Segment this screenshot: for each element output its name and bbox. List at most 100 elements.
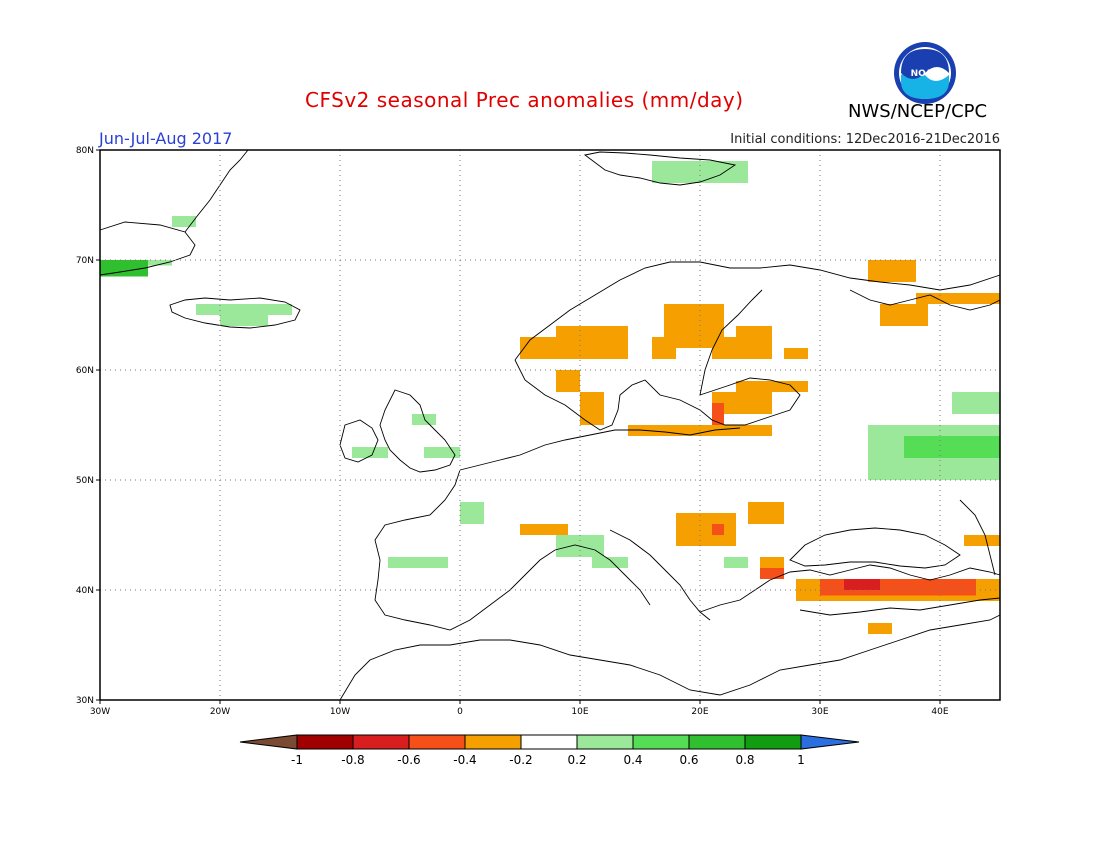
coastlines <box>99 149 1001 701</box>
coastline-greenland-east <box>184 149 249 233</box>
anomaly-france <box>460 502 484 524</box>
map-frame <box>99 149 1001 701</box>
colorbar: -1 -0.8 -0.6 -0.4 -0.2 0.2 0.4 0.6 0.8 1 <box>239 734 860 767</box>
colorbar-swatch <box>520 734 578 750</box>
colorbar-label: -0.2 <box>509 753 532 767</box>
lat-tick-label: 60N <box>76 366 94 376</box>
colorbar-label: 1 <box>797 753 805 767</box>
anomaly-hungary-red <box>712 524 724 535</box>
anomaly-hungary-orange <box>676 513 736 546</box>
anomaly-finland-south <box>712 337 772 359</box>
lat-tick-label: 80N <box>76 146 94 156</box>
coastline-biscay <box>374 469 651 631</box>
anomaly-greenland-east-coast-2 <box>172 216 196 227</box>
logo-text: NOAA <box>911 69 940 79</box>
anomaly-norway-west-1 <box>520 337 556 359</box>
lat-tick-label: 30N <box>76 696 94 706</box>
coastline-svalbard <box>583 151 737 186</box>
colorbar-swatch <box>408 734 466 750</box>
colorbar-label: 0.4 <box>623 753 642 767</box>
coastline-norway-south <box>514 359 646 431</box>
anomaly-latvia-red <box>712 403 724 425</box>
agency-label: NWS/NCEP/CPC <box>848 101 988 122</box>
coastline-north-africa <box>339 614 1001 701</box>
lon-tick-label: 30E <box>811 707 828 717</box>
anomaly-iceland-south <box>220 315 268 326</box>
anomaly-norway-coast <box>556 326 628 359</box>
anomaly-greenland-east-coast-3 <box>148 260 172 266</box>
anomaly-britain-west <box>352 447 388 458</box>
lat-tick-label: 50N <box>76 476 94 486</box>
colorbar-swatch <box>632 734 690 750</box>
lon-tick-label: 10E <box>571 707 588 717</box>
initial-conditions-label: Initial conditions: 12Dec2016-21Dec2016 <box>730 132 1000 147</box>
coastline-adriatic <box>609 529 711 621</box>
anomaly-bulgaria-red <box>760 568 784 579</box>
anomaly-russia-north-green-2 <box>952 392 1000 414</box>
lon-tick-label: 30W <box>90 707 110 717</box>
colorbar-label: 0.8 <box>735 753 754 767</box>
gridlines <box>100 150 1000 700</box>
anomaly-turkey-red <box>820 579 976 596</box>
anomaly-romania-orange <box>748 502 784 524</box>
anomaly-kola-1 <box>868 260 916 282</box>
lon-tick-label: 20W <box>210 707 230 717</box>
axis-labels: 30W 20W 10W 0 10E 20E 30E 40E 30N 40N 50N 60N 70N 80N <box>76 146 949 717</box>
colorbar-label: -0.6 <box>397 753 420 767</box>
anomaly-baltic-1 <box>736 381 808 392</box>
anomaly-sweden-mid <box>652 337 676 359</box>
coastline-kola <box>849 289 1001 311</box>
anomaly-britain-south <box>424 447 460 458</box>
coastline-greenland <box>99 221 196 276</box>
anomaly-russia-dense-green <box>904 436 1000 458</box>
anomaly-kola-3 <box>880 304 928 326</box>
coastline-iceland <box>169 297 301 329</box>
anomaly-layer <box>100 161 1000 634</box>
season-label: Jun-Jul-Aug 2017 <box>99 129 233 148</box>
lon-tick-label: 40E <box>931 707 948 717</box>
anomaly-cyprus-orange <box>868 623 892 634</box>
colorbar-label: 0.6 <box>679 753 698 767</box>
colorbar-swatch <box>744 734 802 750</box>
lon-tick-label: 20E <box>691 707 708 717</box>
lon-tick-label: 0 <box>457 707 463 717</box>
colorbar-swatch <box>688 734 746 750</box>
coastline-britain <box>379 389 456 473</box>
anomaly-kola-2 <box>916 293 1000 304</box>
coastline-greece <box>699 564 1001 613</box>
anomaly-svalbard <box>652 161 748 183</box>
anomaly-britain-north <box>412 414 436 425</box>
anomaly-finland-north <box>736 326 772 337</box>
lon-tick-label: 10W <box>330 707 350 717</box>
coastline-baltic <box>644 377 801 426</box>
anomaly-turkey-darkred <box>844 579 880 590</box>
coastline-anatolia-south <box>799 597 1001 616</box>
coastline-scandinavia <box>514 261 1001 361</box>
coastline-black-sea <box>789 527 961 569</box>
noaa-logo: NOAA <box>894 42 956 104</box>
anomaly-northwest-russia <box>784 348 808 359</box>
anomaly-alps-orange <box>520 524 568 535</box>
anomaly-baltic-2 <box>712 392 772 414</box>
anomaly-italy-green <box>592 557 628 568</box>
coastline-caspian-west <box>959 499 996 576</box>
anomaly-balkans-green <box>724 557 748 568</box>
colorbar-label: -1 <box>291 753 303 767</box>
anomaly-spain-north <box>388 557 448 568</box>
anomaly-denmark <box>580 392 604 425</box>
lat-tick-label: 40N <box>76 586 94 596</box>
colorbar-high-arrow <box>800 734 860 750</box>
coastline-continent <box>459 427 741 471</box>
lat-tick-label: 70N <box>76 256 94 266</box>
anomaly-norway-south <box>556 370 580 392</box>
colorbar-swatch <box>464 734 522 750</box>
coastline-ireland <box>339 419 379 463</box>
colorbar-swatch <box>352 734 410 750</box>
colorbar-swatch <box>296 734 354 750</box>
colorbar-label: 0.2 <box>567 753 586 767</box>
colorbar-label: -0.8 <box>341 753 364 767</box>
anomaly-caucasus-orange <box>964 535 1000 546</box>
colorbar-low-arrow <box>239 734 298 750</box>
chart-title: CFSv2 seasonal Prec anomalies (mm/day) <box>305 88 744 112</box>
